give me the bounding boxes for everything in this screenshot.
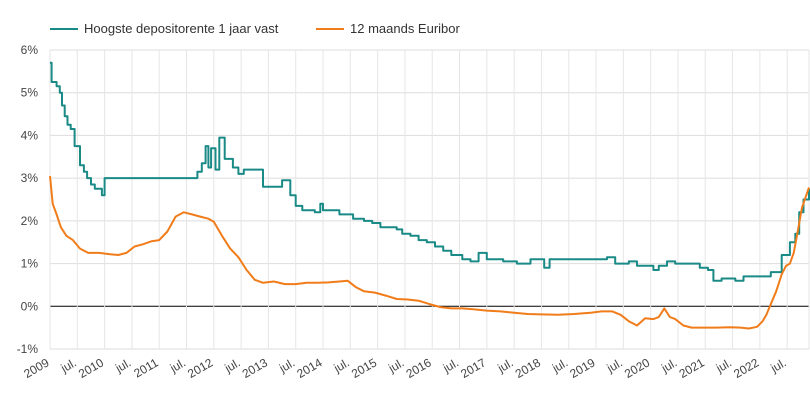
x-tick-label: 2021 [677, 355, 707, 381]
series-lines [49, 61, 810, 330]
x-tick-label: jul. [58, 355, 79, 375]
x-tick-label: 2015 [349, 355, 379, 381]
x-tick-label: jul. [713, 355, 734, 375]
x-tick-label: 2014 [294, 355, 324, 381]
x-tick-label: jul. [549, 355, 570, 375]
y-tick-label: 6% [21, 43, 39, 57]
x-tick-label: 2012 [185, 355, 215, 381]
x-tick-label: jul. [276, 355, 297, 375]
legend-item-euribor[interactable]: 12 maands Euribor [316, 21, 461, 36]
x-tick-label: 2017 [458, 355, 488, 381]
x-tick-label: jul. [604, 355, 625, 375]
y-tick-label: -1% [17, 342, 39, 356]
x-tick-label: 2013 [240, 355, 270, 381]
y-tick-label: 5% [21, 86, 39, 100]
x-tick-label: jul. [440, 355, 461, 375]
legend-label: 12 maands Euribor [350, 21, 461, 36]
x-tick-label: jul. [331, 355, 352, 375]
x-tick-label: jul. [494, 355, 515, 375]
x-tick-label: 2022 [731, 355, 761, 381]
x-tick-label: 2018 [513, 355, 543, 381]
legend-item-deposit[interactable]: Hoogste depositorente 1 jaar vast [50, 21, 279, 36]
y-tick-label: 3% [21, 171, 39, 185]
x-tick-label: jul. [112, 355, 133, 375]
y-tick-label: 1% [21, 257, 39, 271]
x-axis-ticks: 2009 jul.2010 jul.2011 jul.2012 jul.2013 jul.… [21, 355, 788, 381]
x-tick-label: jul. [221, 355, 242, 375]
series-line-deposit [50, 61, 810, 282]
x-tick-label: 2020 [622, 355, 652, 381]
y-tick-label: 0% [21, 299, 39, 313]
x-tick-label: 2019 [567, 355, 597, 381]
y-tick-label: 4% [21, 128, 39, 142]
x-tick-label: jul. [768, 355, 789, 375]
x-tick-label: jul. [167, 355, 188, 375]
x-tick-label: jul. [385, 355, 406, 375]
legend: Hoogste depositorente 1 jaar vast 12 maa… [50, 21, 461, 36]
series-line-euribor [49, 175, 810, 330]
y-tick-label: 2% [21, 214, 39, 228]
x-tick-label: 2009 [21, 355, 51, 381]
x-tick-label: 2011 [131, 355, 161, 380]
legend-label: Hoogste depositorente 1 jaar vast [84, 21, 279, 36]
x-tick-label: 2010 [76, 355, 106, 381]
x-tick-label: 2016 [404, 355, 434, 381]
x-tick-label: jul. [658, 355, 679, 375]
y-axis-ticks: -1% 0% 1% 2% 3% 4% 5% 6% [17, 43, 39, 356]
